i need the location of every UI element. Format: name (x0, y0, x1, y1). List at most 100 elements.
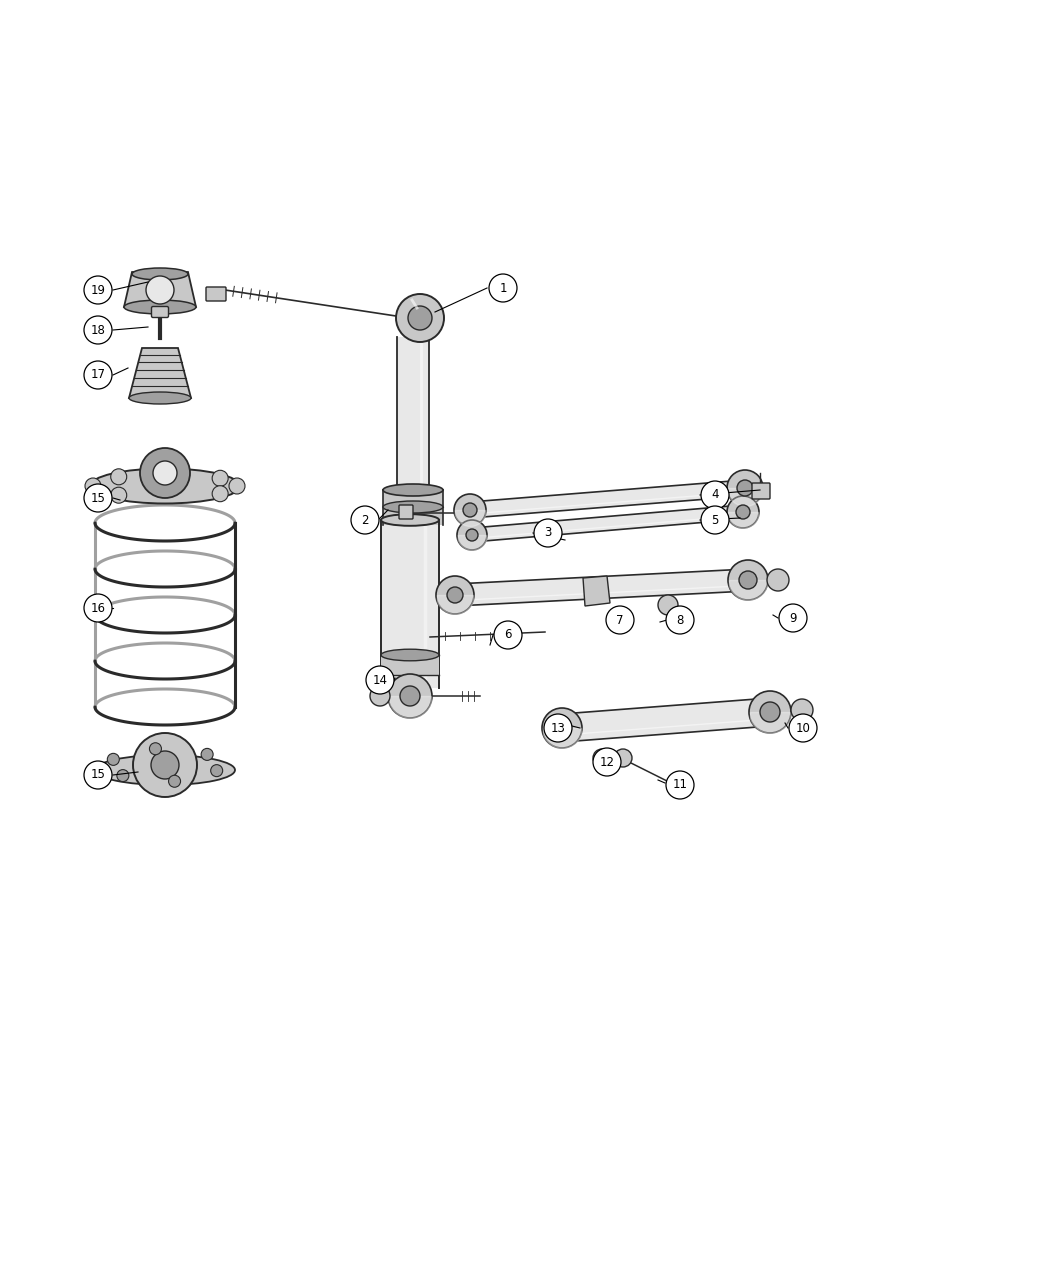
Circle shape (366, 666, 394, 694)
Circle shape (400, 686, 420, 706)
Bar (381, 655, 439, 674)
Polygon shape (455, 569, 749, 606)
Circle shape (153, 462, 177, 485)
Text: 16: 16 (90, 602, 105, 615)
Text: 18: 18 (90, 324, 105, 337)
Text: 6: 6 (504, 629, 511, 641)
Text: 13: 13 (550, 722, 566, 734)
Circle shape (436, 576, 474, 615)
Circle shape (544, 714, 572, 742)
Circle shape (494, 621, 522, 649)
Circle shape (388, 674, 432, 718)
Ellipse shape (124, 300, 196, 314)
Text: 7: 7 (616, 613, 624, 626)
Circle shape (408, 306, 432, 330)
Circle shape (202, 748, 213, 760)
Circle shape (658, 595, 678, 615)
Circle shape (133, 733, 197, 797)
Circle shape (791, 699, 813, 720)
Text: 12: 12 (600, 756, 614, 769)
Circle shape (457, 520, 487, 550)
Text: 15: 15 (90, 491, 105, 505)
Text: 3: 3 (544, 527, 551, 539)
Circle shape (727, 470, 763, 506)
Text: 4: 4 (711, 488, 719, 501)
Ellipse shape (381, 649, 439, 660)
Circle shape (84, 361, 112, 389)
Ellipse shape (90, 468, 240, 504)
FancyBboxPatch shape (151, 306, 168, 317)
Text: 8: 8 (676, 613, 684, 626)
Polygon shape (561, 697, 771, 742)
Ellipse shape (129, 391, 191, 404)
Text: 9: 9 (790, 612, 797, 625)
Text: 15: 15 (90, 769, 105, 782)
Circle shape (727, 496, 759, 528)
Text: 2: 2 (361, 514, 369, 527)
Circle shape (85, 478, 101, 493)
Bar (383, 490, 443, 525)
FancyBboxPatch shape (206, 287, 226, 301)
Circle shape (84, 484, 112, 513)
Circle shape (447, 586, 463, 603)
Text: 11: 11 (672, 779, 688, 792)
Ellipse shape (381, 514, 439, 525)
Circle shape (149, 743, 162, 755)
Circle shape (534, 519, 562, 547)
Text: 19: 19 (90, 283, 105, 297)
Ellipse shape (132, 268, 188, 280)
Circle shape (666, 606, 694, 634)
Circle shape (779, 604, 807, 632)
Circle shape (84, 316, 112, 344)
Circle shape (211, 765, 223, 776)
Bar (381, 520, 439, 688)
Circle shape (351, 506, 379, 534)
Circle shape (169, 775, 181, 787)
Circle shape (212, 470, 228, 486)
Circle shape (614, 748, 632, 768)
Circle shape (737, 479, 753, 496)
Circle shape (370, 686, 390, 706)
Circle shape (146, 275, 174, 303)
Circle shape (229, 478, 245, 493)
Circle shape (140, 448, 190, 499)
Ellipse shape (383, 501, 443, 513)
Text: 17: 17 (90, 368, 105, 381)
Circle shape (606, 606, 634, 634)
Circle shape (593, 748, 621, 776)
Circle shape (84, 275, 112, 303)
Ellipse shape (94, 755, 235, 785)
Circle shape (107, 754, 120, 765)
Text: 1: 1 (499, 282, 507, 295)
Circle shape (736, 505, 750, 519)
Circle shape (489, 274, 517, 302)
Polygon shape (469, 479, 746, 518)
FancyBboxPatch shape (399, 505, 413, 519)
Circle shape (84, 594, 112, 622)
Circle shape (789, 714, 817, 742)
Circle shape (739, 571, 757, 589)
Circle shape (454, 493, 486, 527)
Circle shape (463, 504, 477, 516)
Ellipse shape (383, 484, 443, 496)
Circle shape (760, 703, 780, 722)
Polygon shape (124, 272, 196, 307)
Circle shape (84, 761, 112, 789)
Polygon shape (471, 505, 743, 542)
Circle shape (117, 770, 129, 782)
Text: 14: 14 (373, 673, 387, 686)
Circle shape (212, 486, 228, 502)
Circle shape (593, 748, 611, 768)
Circle shape (701, 481, 729, 509)
Bar (397, 337, 429, 500)
FancyBboxPatch shape (752, 483, 770, 499)
Circle shape (110, 487, 127, 504)
Circle shape (701, 506, 729, 534)
Circle shape (396, 295, 444, 342)
Polygon shape (583, 576, 610, 606)
Circle shape (749, 691, 791, 733)
Circle shape (666, 771, 694, 799)
Circle shape (466, 529, 478, 541)
Circle shape (110, 469, 127, 484)
Circle shape (553, 719, 571, 737)
